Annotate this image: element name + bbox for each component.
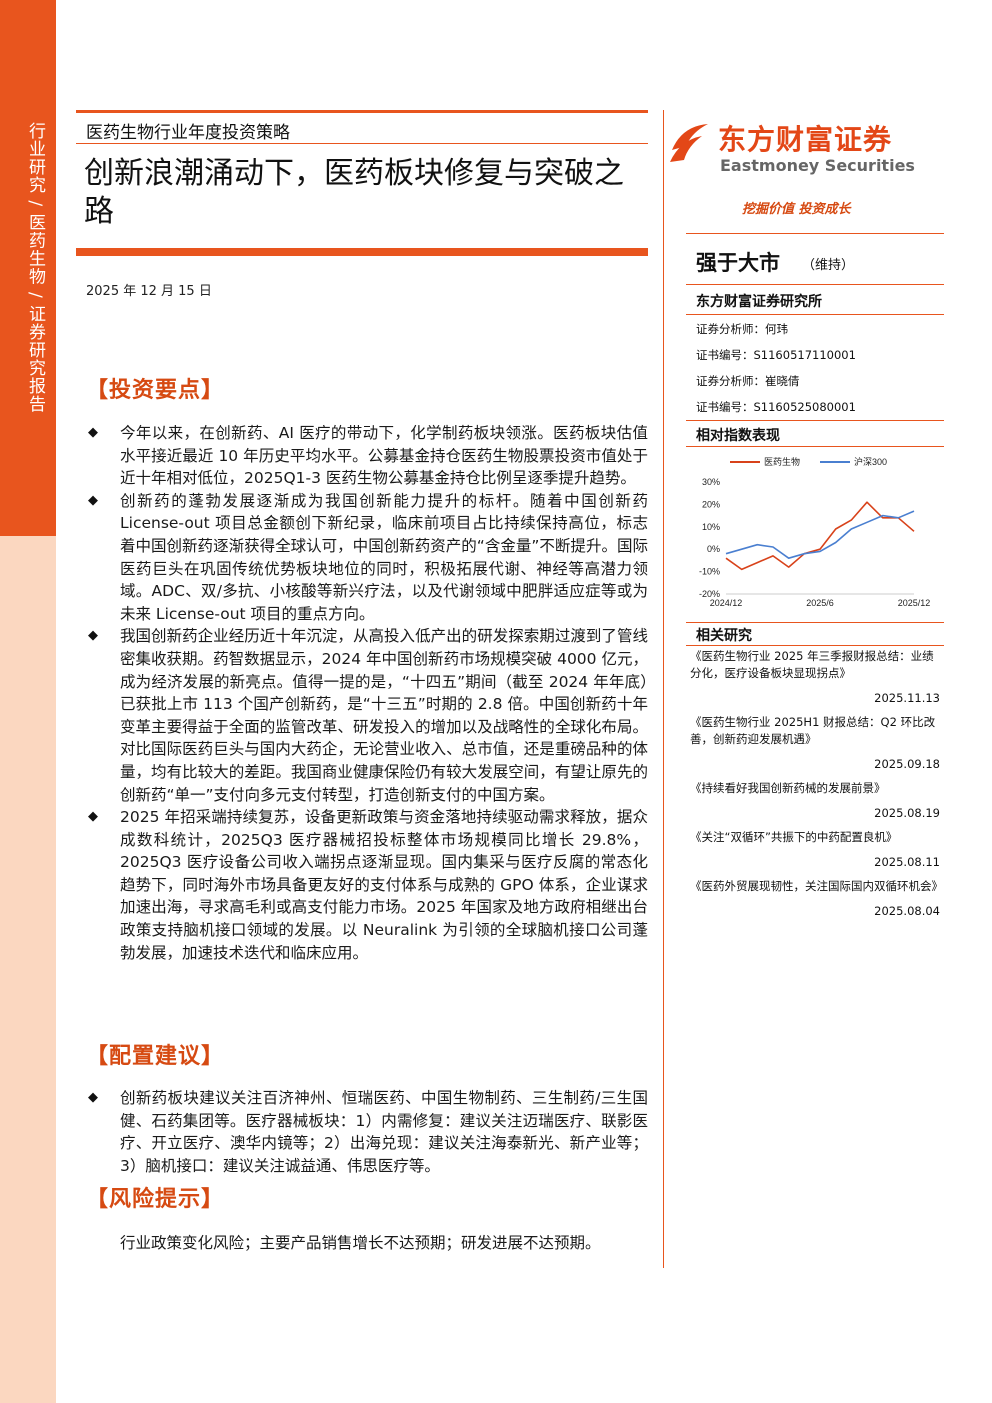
series-line-pharma [725,501,915,571]
y-tick-label: 20% [702,499,720,509]
analyst-line: 证书编号：S1160525080001 [696,400,856,414]
rating-note: （维持） [802,258,855,273]
report-date: 2025 年 12 月 15 日 [86,284,212,299]
bullet-item: ◆ 今年以来，在创新药、AI 医疗的带动下，化学制药板块领涨。医药板块估值水平接近… [88,424,648,488]
diamond-bullet-icon: ◆ [88,809,98,825]
side-strip-highlight [0,0,56,536]
y-tick-label: 30% [702,477,720,487]
diamond-bullet-icon: ◆ [88,425,98,440]
report-type: 医药生物行业年度投资策略 [86,123,290,143]
brand-name-en: Eastmoney Securities [720,156,915,175]
y-tick-label: -20% [699,589,720,599]
right-rule [686,233,944,234]
related-research-link[interactable]: 《关注“双循环”共振下的中药配置良机》 [690,830,898,844]
allocation-bullets: ◆ 创新药板块建议关注百济神州、恒瑞医药、中国生物制药、三生制药/三生国健、石药集… [86,1087,648,1177]
header-top-rule [76,110,648,113]
related-research-list: 《医药生物行业 2025 年三季报财报总结：业绩分化，医疗设备板块显现拐点》 2… [690,648,943,927]
section-title-investment: 【投资要点】 [86,378,225,403]
y-tick-label: 0% [707,544,720,554]
related-research-date: 2025.08.04 [874,904,940,918]
y-tick-label: -10% [699,567,720,577]
x-tick-label: 2025/12 [898,598,931,608]
right-rule [686,284,944,285]
institute-name: 东方财富证券研究所 [696,294,822,310]
right-rule [686,645,944,646]
risk-text: 行业政策变化风险；主要产品销售增长不达预期；研发进展不达预期。 [120,1234,601,1252]
relative-index-chart: 30% 20% 10% 0% -10% -20%2024/12 2025/6 2025/12 医… [699,456,931,608]
diamond-bullet-icon: ◆ [88,628,98,644]
page-title: 创新浪潮涌动下，医药板块修复与突破之路 [84,156,624,229]
bullet-item: ◆ 创新药板块建议关注百济神州、恒瑞医药、中国生物制药、三生制药/三生国健、石药集… [88,1089,648,1175]
investment-bullets: ◆ 今年以来，在创新药、AI 医疗的带动下，化学制药板块领涨。医药板块估值水平接近… [86,422,648,964]
related-research-date: 2025.11.13 [874,691,940,705]
right-rule [686,622,944,623]
y-tick-label: 10% [702,522,720,532]
analyst-line: 证券分析师：崔晓倩 [696,374,800,388]
brand-name-cn: 东方财富证券 [718,123,893,156]
brand-slogan: 挖掘价值 投资成长 [742,202,851,217]
right-rule [686,420,944,421]
diamond-bullet-icon: ◆ [88,492,98,508]
x-tick-label: 2025/6 [806,598,834,608]
related-research-date: 2025.08.11 [874,855,940,869]
legend-label: 沪深300 [854,456,887,467]
legend-label: 医药生物 [764,456,800,467]
diamond-bullet-icon: ◆ [88,1090,98,1105]
section-title-allocation: 【配置建议】 [86,1044,225,1069]
series-line-csi300 [725,510,915,559]
related-research-title: 相关研究 [696,628,752,644]
side-category-label: 行业研究 / 医药生物 / 证券研究报告 [25,122,45,414]
index-chart-title: 相对指数表现 [696,428,780,444]
related-research-date: 2025.09.18 [874,757,940,771]
bullet-item: ◆ 2025 年招采端持续复苏，设备更新政策与资金落地持续驱动需求释放，据众成数科… [88,808,648,962]
x-tick-label: 2024/12 [710,598,743,608]
related-research-link[interactable]: 《医药生物行业 2025 年三季报财报总结：业绩分化，医疗设备板块显现拐点》 [690,649,934,680]
related-research-date: 2025.08.19 [874,806,940,820]
side-strip: 行业研究 / 医药生物 / 证券研究报告 [0,0,56,1403]
eastmoney-logo-icon [670,124,708,162]
header-thin-rule [76,143,648,144]
related-research-link[interactable]: 《医药生物行业 2025H1 财报总结：Q2 环比改善，创新药迎发展机遇》 [690,715,936,746]
right-rule [686,446,944,447]
rating-value: 强于大市 [696,251,780,275]
title-bar [76,248,648,256]
bullet-item: ◆ 我国创新药企业经历近十年沉淀，从高投入低产出的研发探索期过渡到了管线密集收获期… [88,627,648,804]
section-title-risk: 【风险提示】 [86,1187,225,1212]
related-research-link[interactable]: 《医药外贸展现韧性，关注国际国内双循环机会》 [690,879,943,893]
analyst-line: 证券分析师：何玮 [696,322,788,336]
right-rule [686,314,944,315]
bullet-item: ◆ 创新药的蓬勃发展逐渐成为我国创新能力提升的标杆。随着中国创新药 License… [88,491,648,623]
analyst-line: 证书编号：S1160517110001 [696,348,856,362]
column-divider [663,110,664,1268]
related-research-link[interactable]: 《持续看好我国创新药械的发展前景》 [690,781,886,795]
